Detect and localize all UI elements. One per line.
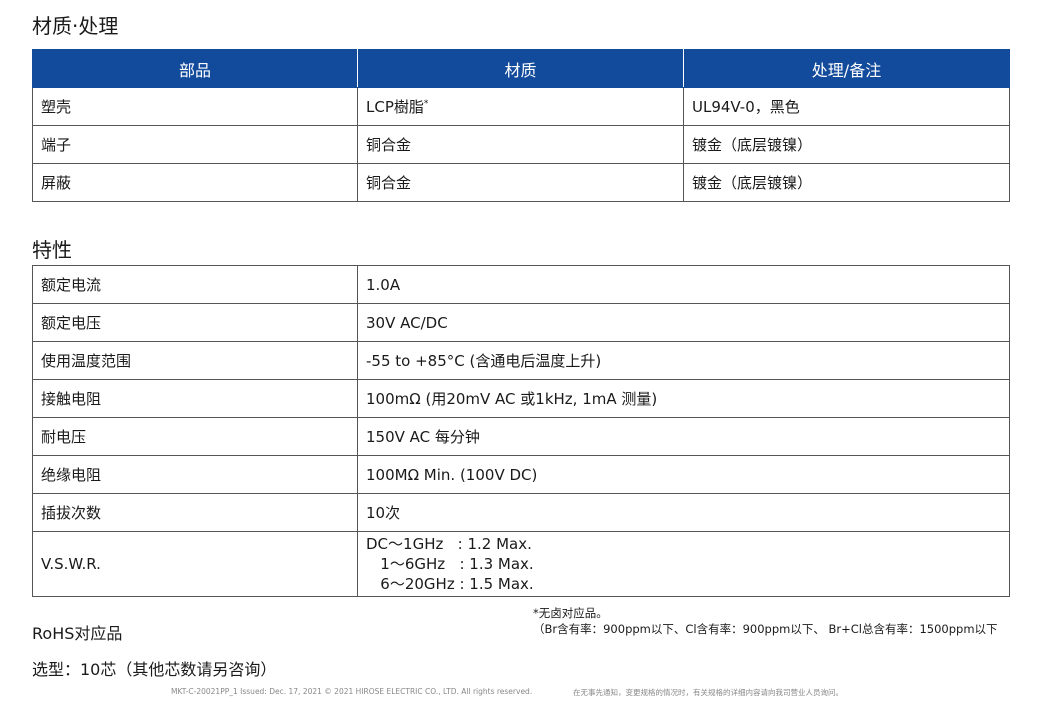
cell: 镀金（底层镀镍） bbox=[683, 163, 1010, 202]
vswr-values: DC～1GHz : 1.2 Max. 1～6GHz : 1.3 Max. 6～2… bbox=[357, 531, 1010, 597]
cell: 使用温度范围 bbox=[32, 341, 358, 380]
vswr-line: 1～6GHz : 1.3 Max. bbox=[366, 555, 534, 573]
table-row: 绝缘电阻 100MΩ Min. (100V DC) bbox=[32, 455, 1010, 494]
header-part: 部品 bbox=[32, 49, 358, 88]
table-row: 使用温度范围 -55 to +85°C (含通电后温度上升) bbox=[32, 341, 1010, 380]
cell: 绝缘电阻 bbox=[32, 455, 358, 494]
header-treatment: 处理/备注 bbox=[683, 49, 1010, 88]
cell: 铜合金 bbox=[357, 125, 684, 164]
cell: 额定电流 bbox=[32, 265, 358, 304]
footer-notice: 在无事先通知，变更规格的情况时，有关规格的详细内容请向我司营业人员询问。 bbox=[573, 688, 843, 697]
table-row: 屏蔽 铜合金 镀金（底层镀镍） bbox=[32, 163, 1010, 202]
footnote-line2: （Br含有率：900ppm以下、Cl含有率：900ppm以下、 Br+Cl总含有… bbox=[533, 622, 998, 636]
table-row: 耐电压 150V AC 每分钟 bbox=[32, 417, 1010, 456]
footer-copyright: MKT-C-20021PP_1 Issued: Dec. 17, 2021 © … bbox=[171, 687, 533, 696]
specs-title: 特性 bbox=[32, 238, 72, 262]
footnote-mark: * bbox=[423, 99, 429, 109]
header-material: 材质 bbox=[357, 49, 684, 88]
specs-table: 额定电流 1.0A 额定电压 30V AC/DC 使用温度范围 -55 to +85°… bbox=[32, 265, 1010, 597]
footnote-line1: *无卤对应品。 bbox=[533, 606, 608, 620]
cell: 1.0A bbox=[357, 265, 1010, 304]
cell-text: LCP樹脂 bbox=[366, 98, 424, 116]
vswr-line: DC～1GHz : 1.2 Max. bbox=[366, 535, 532, 553]
cell: 铜合金 bbox=[357, 163, 684, 202]
materials-table: 部品 材质 处理/备注 塑壳 LCP樹脂* UL94V-0，黑色 端子 铜合金 镀金（底… bbox=[32, 49, 1010, 202]
cell: -55 to +85°C (含通电后温度上升) bbox=[357, 341, 1010, 380]
table-row: V.S.W.R. DC～1GHz : 1.2 Max. 1～6GHz : 1.3… bbox=[32, 531, 1010, 597]
cell: 100MΩ Min. (100V DC) bbox=[357, 455, 1010, 494]
cell: UL94V-0，黑色 bbox=[683, 87, 1010, 126]
cell: 镀金（底层镀镍） bbox=[683, 125, 1010, 164]
cell: V.S.W.R. bbox=[32, 531, 358, 597]
rohs-label: RoHS对应品 bbox=[32, 624, 123, 643]
cell: 10次 bbox=[357, 493, 1010, 532]
table-row: 端子 铜合金 镀金（底层镀镍） bbox=[32, 125, 1010, 164]
cell: 屏蔽 bbox=[32, 163, 358, 202]
cell: 额定电压 bbox=[32, 303, 358, 342]
cell: 100mΩ (用20mV AC 或1kHz, 1mA 测量) bbox=[357, 379, 1010, 418]
cell: 30V AC/DC bbox=[357, 303, 1010, 342]
cell: 耐电压 bbox=[32, 417, 358, 456]
materials-title: 材质·处理 bbox=[32, 14, 119, 38]
cell: 接触电阻 bbox=[32, 379, 358, 418]
cell: 端子 bbox=[32, 125, 358, 164]
table-row: 额定电压 30V AC/DC bbox=[32, 303, 1010, 342]
selection-note: 选型：10芯（其他芯数请另咨询） bbox=[32, 660, 277, 679]
table-row: 插拔次数 10次 bbox=[32, 493, 1010, 532]
table-row: 额定电流 1.0A bbox=[32, 265, 1010, 304]
table-row: 接触电阻 100mΩ (用20mV AC 或1kHz, 1mA 测量) bbox=[32, 379, 1010, 418]
table-row: 塑壳 LCP樹脂* UL94V-0，黑色 bbox=[32, 87, 1010, 126]
cell: 塑壳 bbox=[32, 87, 358, 126]
cell: 150V AC 每分钟 bbox=[357, 417, 1010, 456]
table-header: 部品 材质 处理/备注 bbox=[32, 49, 1010, 88]
cell: LCP樹脂* bbox=[357, 87, 684, 126]
vswr-line: 6～20GHz : 1.5 Max. bbox=[366, 575, 534, 593]
cell: 插拔次数 bbox=[32, 493, 358, 532]
